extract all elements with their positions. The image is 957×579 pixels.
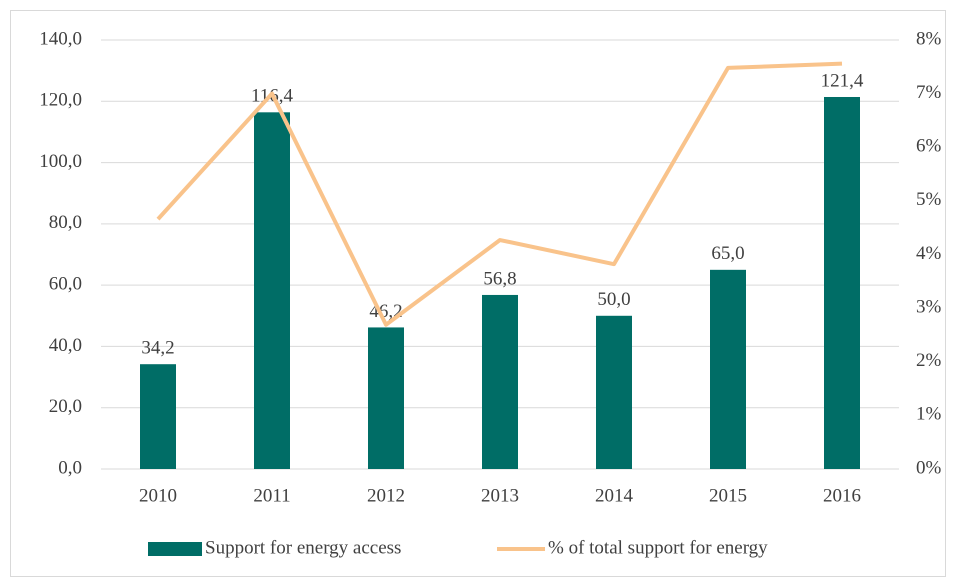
y2-tick-label: 7% — [916, 82, 942, 103]
x-tick-label: 2015 — [709, 485, 747, 506]
y2-tick-label: 4% — [916, 243, 942, 264]
x-tick-label: 2016 — [823, 485, 861, 506]
bar — [140, 364, 176, 469]
y-tick-label: 120,0 — [39, 90, 82, 111]
line — [156, 61, 843, 327]
y2-tick-label: 0% — [916, 457, 942, 478]
y-tick-label: 0,0 — [58, 457, 82, 478]
data-label: 121,4 — [821, 70, 864, 91]
data-label: 65,0 — [711, 243, 744, 264]
y2-tick-label: 2% — [916, 350, 942, 371]
y2-tick-label: 6% — [916, 136, 942, 157]
legend-label: % of total support for energy — [548, 537, 768, 558]
bar — [596, 315, 632, 469]
y-tick-label: 60,0 — [49, 274, 82, 295]
data-label: 34,2 — [141, 338, 174, 359]
y-tick-label: 80,0 — [49, 212, 82, 233]
y-tick-label: 20,0 — [49, 396, 82, 417]
y-tick-label: 140,0 — [39, 28, 82, 49]
data-label: 50,0 — [597, 289, 630, 310]
chart-border — [10, 10, 946, 577]
legend-label: Support for energy access — [205, 537, 401, 558]
y-tick-label: 40,0 — [49, 335, 82, 356]
y2-tick-label: 8% — [916, 28, 942, 49]
y2-tick-label: 1% — [916, 404, 942, 425]
y2-tick-label: 3% — [916, 296, 942, 317]
data-label: 56,8 — [483, 268, 516, 289]
bar — [482, 294, 518, 469]
bar — [824, 96, 860, 469]
x-tick-label: 2014 — [595, 485, 634, 506]
x-tick-label: 2010 — [139, 485, 177, 506]
x-tick-label: 2012 — [367, 485, 405, 506]
y2-tick-label: 5% — [916, 189, 942, 210]
bar — [368, 327, 404, 469]
bar — [254, 112, 290, 470]
x-tick-label: 2013 — [481, 485, 519, 506]
bar — [710, 269, 746, 469]
y-tick-label: 100,0 — [39, 151, 82, 172]
legend-swatch — [148, 542, 202, 556]
x-tick-label: 2011 — [253, 485, 290, 506]
